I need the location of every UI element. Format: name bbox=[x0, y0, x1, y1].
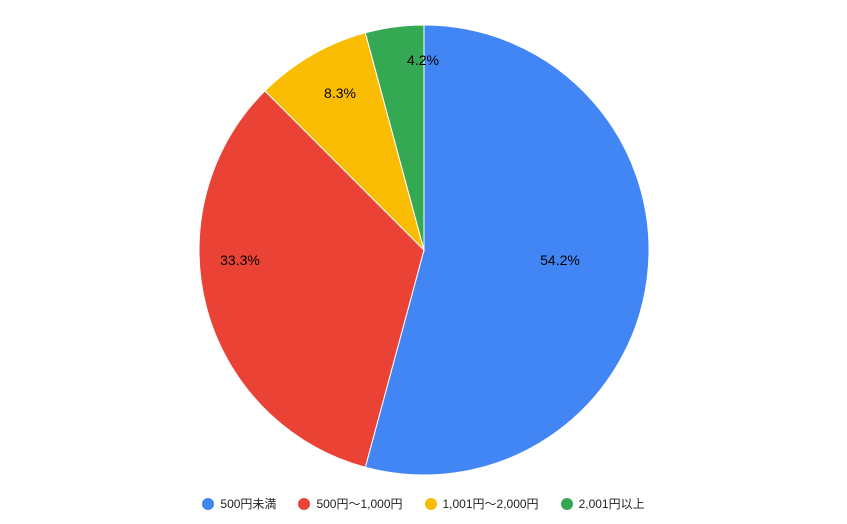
slice-label-1: 33.3% bbox=[220, 252, 260, 268]
legend-dot-3 bbox=[561, 498, 573, 510]
legend-item-0: 500円未満 bbox=[202, 495, 276, 512]
slice-label-0: 54.2% bbox=[540, 252, 580, 268]
legend-item-2: 1,001円～2,000円 bbox=[425, 495, 539, 512]
legend: 500円未満 500円～1,000円 1,001円～2,000円 2,001円以… bbox=[0, 495, 847, 512]
legend-dot-2 bbox=[425, 498, 437, 510]
legend-label-0: 500円未満 bbox=[220, 495, 276, 512]
pie-svg bbox=[199, 20, 649, 480]
legend-dot-1 bbox=[298, 498, 310, 510]
legend-label-2: 1,001円～2,000円 bbox=[443, 495, 539, 512]
pie-chart: 54.2% 33.3% 8.3% 4.2% 500円未満 500円～1,000円… bbox=[0, 0, 847, 524]
legend-dot-0 bbox=[202, 498, 214, 510]
legend-item-3: 2,001円以上 bbox=[561, 495, 645, 512]
pie-plot bbox=[199, 20, 649, 485]
slice-label-2: 8.3% bbox=[324, 85, 356, 101]
legend-label-3: 2,001円以上 bbox=[579, 495, 645, 512]
legend-label-1: 500円～1,000円 bbox=[316, 495, 402, 512]
legend-item-1: 500円～1,000円 bbox=[298, 495, 402, 512]
slice-label-3: 4.2% bbox=[407, 52, 439, 68]
